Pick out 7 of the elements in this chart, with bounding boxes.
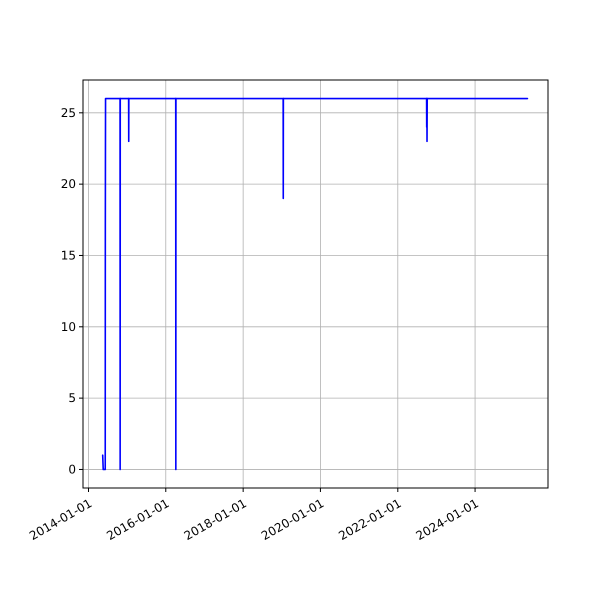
- y-tick-label: 15: [60, 248, 76, 262]
- y-tick-label: 0: [68, 462, 76, 476]
- y-tick-label: 20: [60, 177, 76, 192]
- y-tick-label: 5: [68, 391, 76, 406]
- y-tick-label: 25: [60, 106, 76, 120]
- line-series: [102, 98, 528, 470]
- y-tick-label: 10: [60, 320, 76, 334]
